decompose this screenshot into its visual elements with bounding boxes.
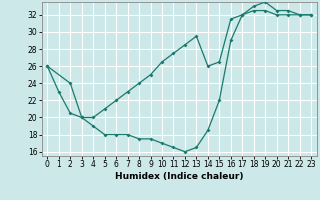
X-axis label: Humidex (Indice chaleur): Humidex (Indice chaleur) [115,172,244,181]
